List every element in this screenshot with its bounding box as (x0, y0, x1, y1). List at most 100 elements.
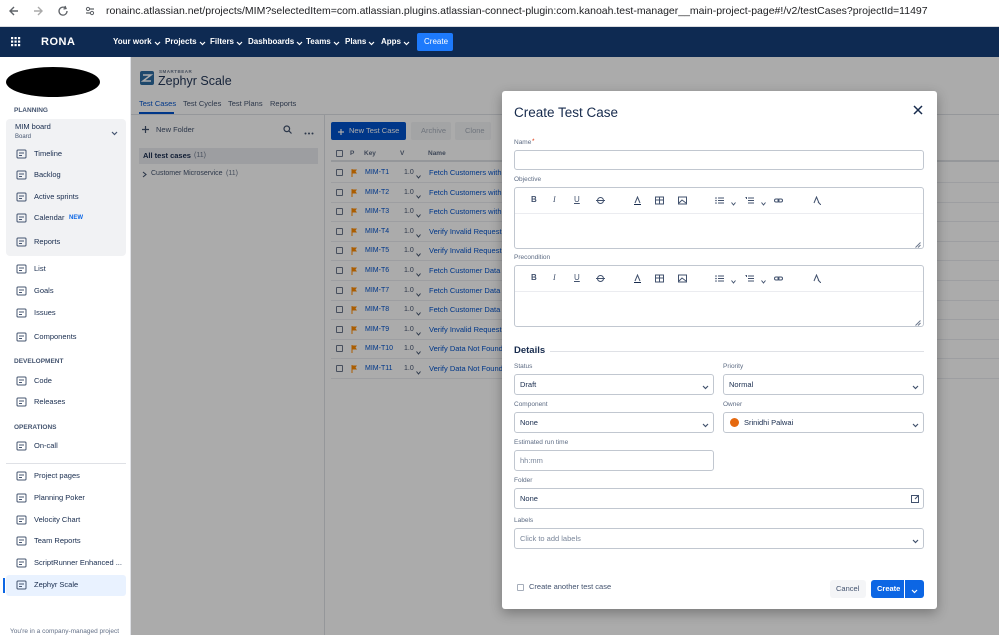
format-button[interactable]: B (531, 273, 537, 282)
image-button[interactable] (678, 274, 687, 283)
nav-menu[interactable]: Plans (345, 37, 367, 46)
tab[interactable]: Reports (270, 99, 297, 108)
row-checkbox[interactable] (336, 365, 343, 372)
link-button[interactable] (774, 274, 783, 283)
nav-item[interactable]: Components (34, 332, 77, 341)
format-button[interactable]: B (531, 195, 537, 204)
new-folder[interactable]: New Folder (156, 125, 195, 134)
create-dropdown[interactable] (905, 580, 924, 598)
create-another-checkbox[interactable] (517, 584, 524, 591)
nav-item[interactable]: Project pages (34, 471, 80, 480)
row-key[interactable]: MIM-T7 (365, 286, 390, 294)
row-key[interactable]: MIM-T6 (365, 267, 390, 274)
row-name[interactable]: Verify Invalid Request (429, 324, 502, 334)
image-button[interactable] (678, 196, 687, 205)
row-checkbox[interactable] (336, 345, 343, 353)
nav-item[interactable]: Reports (34, 237, 61, 246)
name-input[interactable] (514, 150, 924, 170)
number-list-button[interactable] (745, 196, 754, 205)
tree-all[interactable]: All test cases (143, 151, 191, 160)
row-checkbox[interactable] (336, 208, 343, 216)
more-icon[interactable] (304, 128, 314, 135)
nav-item[interactable]: Issues (34, 308, 56, 317)
row-name[interactable]: Verify Invalid Request (429, 246, 502, 256)
row-name[interactable]: Fetch Customers with (429, 168, 502, 177)
folder-input[interactable]: None (514, 488, 924, 509)
row-key[interactable]: MIM-T5 (365, 247, 390, 255)
row-name[interactable]: Verify Data Not Found (429, 364, 503, 373)
nav-menu[interactable]: Teams (306, 37, 331, 46)
nav-item[interactable]: Calendar (34, 213, 65, 222)
header-checkbox[interactable] (336, 150, 343, 157)
format-button[interactable]: U (574, 273, 580, 282)
row-name[interactable]: Fetch Customer Data (429, 305, 501, 315)
nav-item[interactable]: Timeline (34, 149, 63, 158)
close-button[interactable] (913, 105, 923, 115)
back-button[interactable] (8, 5, 20, 17)
nav-item[interactable]: Goals (34, 286, 54, 295)
nav-menu[interactable]: Your work (113, 37, 152, 46)
table-button[interactable] (655, 196, 664, 205)
nav-item[interactable]: Zephyr Scale (34, 580, 79, 589)
number-list-button[interactable] (745, 274, 754, 283)
nav-menu[interactable]: Dashboards (248, 37, 295, 46)
row-name[interactable]: Verify Invalid Request (429, 226, 502, 236)
tree-folder[interactable]: Customer Microservice (151, 170, 223, 177)
format-button[interactable]: I (553, 273, 556, 282)
link-button[interactable] (774, 196, 783, 205)
row-name[interactable]: Fetch Customers with (429, 187, 502, 197)
reload-button[interactable] (57, 5, 69, 17)
row-checkbox[interactable] (336, 247, 343, 255)
nav-item[interactable]: List (34, 264, 46, 273)
row-name[interactable]: Fetch Customers with (429, 207, 502, 217)
bullet-list-button[interactable] (715, 196, 724, 205)
row-key[interactable]: MIM-T8 (365, 306, 390, 314)
board-chevron[interactable] (111, 129, 118, 136)
tree-chevron[interactable] (142, 171, 147, 178)
row-key[interactable]: MIM-T1 (365, 169, 390, 176)
tab[interactable]: Test Plans (228, 99, 263, 108)
nav-item[interactable]: Planning Poker (34, 493, 85, 502)
strike-button[interactable] (596, 274, 605, 283)
nav-item[interactable]: On-call (34, 441, 58, 450)
cancel-button[interactable]: Cancel (830, 580, 866, 598)
table-button[interactable] (655, 274, 664, 283)
nav-item[interactable]: Releases (34, 397, 66, 406)
create-button[interactable]: Create (417, 33, 453, 51)
row-key[interactable]: MIM-T3 (365, 208, 390, 216)
clone-button[interactable]: Clone (455, 122, 491, 140)
row-name[interactable]: Fetch Customer Data (429, 285, 501, 295)
color-button[interactable] (633, 273, 642, 283)
forward-button[interactable] (32, 5, 44, 17)
board-name[interactable]: MIM board (15, 122, 51, 131)
row-key[interactable]: MIM-T10 (365, 345, 393, 353)
site-info[interactable] (84, 5, 96, 17)
status-select[interactable]: Draft (514, 374, 714, 395)
archive-button[interactable]: Archive (411, 122, 451, 140)
app-switcher[interactable] (11, 37, 21, 47)
nav-item[interactable]: ScriptRunner Enhanced ... (34, 558, 122, 567)
owner-select[interactable]: Srinidhi Palwai (723, 412, 924, 433)
row-key[interactable]: MIM-T2 (365, 188, 390, 196)
labels-select[interactable]: Click to add labels (514, 528, 924, 549)
priority-select[interactable]: Normal (723, 374, 924, 395)
format-button[interactable]: U (574, 195, 580, 204)
strike-button[interactable] (596, 196, 605, 205)
clear-format-button[interactable] (812, 195, 822, 206)
nav-item[interactable]: Backlog (34, 170, 61, 179)
new-test-case-button[interactable]: New Test Case (331, 122, 406, 140)
estimate-input[interactable]: hh:mm (514, 450, 714, 471)
row-key[interactable]: MIM-T9 (365, 325, 390, 333)
format-button[interactable]: I (553, 195, 556, 204)
row-checkbox[interactable] (336, 188, 343, 196)
color-button[interactable] (633, 195, 642, 205)
row-key[interactable]: MIM-T4 (365, 227, 390, 235)
nav-item[interactable]: Active sprints (34, 192, 79, 201)
nav-item[interactable]: Team Reports (34, 536, 81, 545)
nav-item[interactable]: Code (34, 376, 52, 385)
clear-format-button[interactable] (812, 273, 822, 284)
bullet-list-button[interactable] (715, 274, 724, 283)
folder-open-icon[interactable] (911, 494, 920, 503)
